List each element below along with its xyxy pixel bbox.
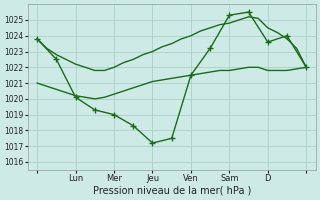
X-axis label: Pression niveau de la mer( hPa ): Pression niveau de la mer( hPa )	[92, 186, 251, 196]
